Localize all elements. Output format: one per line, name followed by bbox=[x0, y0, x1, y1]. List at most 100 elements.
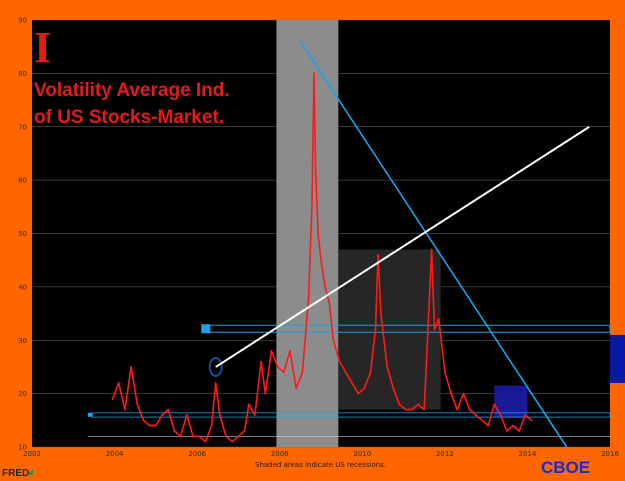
series-point bbox=[111, 398, 114, 400]
series-point bbox=[130, 366, 132, 368]
series-point bbox=[198, 435, 201, 438]
series-point bbox=[369, 371, 372, 374]
annotation-title-line2: of US Stocks-Market. bbox=[34, 107, 224, 128]
series-point bbox=[264, 392, 267, 395]
series-point bbox=[328, 301, 331, 304]
series-point bbox=[456, 408, 459, 411]
series-point bbox=[161, 414, 163, 416]
tick-labels: 10 20 30 40 50 60 70 80 90 2002 2004 2006 2008 2010 20… bbox=[18, 17, 619, 459]
series-point bbox=[487, 424, 490, 427]
series-point bbox=[231, 440, 234, 443]
series-point bbox=[311, 205, 313, 208]
series-point bbox=[179, 435, 182, 438]
white-trend-line bbox=[215, 125, 590, 368]
recession-footnote: Shaded areas indicate US recessions. bbox=[255, 461, 386, 469]
circle-marker bbox=[208, 356, 223, 377]
x-tick-label: 2008 bbox=[271, 450, 289, 458]
series-point bbox=[307, 296, 310, 299]
annotation-source: CBOE bbox=[541, 458, 590, 477]
y-tick-label: 30 bbox=[18, 337, 27, 345]
x-tick-label: 2012 bbox=[436, 450, 454, 458]
series-point bbox=[123, 408, 126, 411]
series-point bbox=[314, 168, 317, 171]
series-point bbox=[117, 382, 120, 384]
recession-band bbox=[276, 20, 339, 447]
y-tick-label: 50 bbox=[18, 230, 27, 238]
series-point bbox=[142, 419, 145, 422]
series-point bbox=[363, 387, 366, 390]
series-point bbox=[357, 392, 360, 395]
series-point bbox=[433, 328, 436, 331]
series-point bbox=[185, 414, 188, 416]
series-point bbox=[243, 430, 246, 432]
series-point bbox=[428, 301, 431, 304]
series-point bbox=[218, 414, 221, 416]
x-tick-label: 2002 bbox=[23, 450, 41, 458]
y-tick-label: 80 bbox=[18, 70, 27, 78]
x-tick-label: 2006 bbox=[188, 450, 206, 458]
fred-logo-icon bbox=[27, 469, 33, 475]
series-point bbox=[173, 430, 176, 432]
series-point bbox=[204, 440, 207, 443]
series-point bbox=[417, 403, 419, 406]
series-point bbox=[270, 350, 273, 352]
series-point bbox=[386, 366, 388, 368]
series-point bbox=[344, 371, 347, 374]
x-tick-label: 2004 bbox=[106, 450, 124, 458]
series-point bbox=[225, 435, 227, 438]
series-point bbox=[260, 360, 263, 363]
series-point bbox=[379, 312, 382, 315]
series-point bbox=[524, 414, 527, 416]
y-tick-label: 10 bbox=[18, 444, 27, 452]
y-tick-label: 70 bbox=[18, 123, 27, 131]
series-point bbox=[317, 232, 320, 235]
level-band-32-marker bbox=[201, 324, 211, 334]
annotation-title-line1: Volatility Average Ind. bbox=[34, 80, 230, 101]
series-point bbox=[443, 371, 446, 374]
y-tick-label: 60 bbox=[18, 177, 27, 185]
series-point bbox=[468, 408, 471, 411]
series-point bbox=[430, 248, 433, 251]
blue-trend-line bbox=[299, 40, 568, 448]
outer-navy-block bbox=[610, 334, 625, 383]
level-band-16-marker bbox=[87, 412, 93, 417]
series-point bbox=[154, 424, 157, 427]
series-layer bbox=[111, 72, 533, 443]
series-point bbox=[410, 408, 413, 411]
series-point bbox=[505, 430, 508, 432]
series-point bbox=[423, 408, 426, 411]
series-point bbox=[247, 403, 250, 406]
x-tick-label: 2016 bbox=[601, 450, 619, 458]
series-point bbox=[332, 339, 335, 342]
series-point bbox=[214, 382, 217, 384]
annotation-mark: I bbox=[34, 23, 51, 72]
series-point bbox=[474, 414, 477, 416]
series-point bbox=[518, 430, 521, 432]
series-point bbox=[324, 285, 327, 288]
series-point bbox=[313, 72, 315, 75]
series-point bbox=[530, 419, 533, 422]
series-point bbox=[512, 424, 514, 427]
series-point bbox=[404, 408, 407, 411]
series-point bbox=[167, 408, 170, 411]
series-point bbox=[148, 424, 151, 427]
series-point bbox=[320, 259, 322, 262]
x-tick-label: 2014 bbox=[519, 450, 537, 458]
series-point bbox=[289, 350, 291, 352]
series-point bbox=[351, 382, 353, 384]
series-point bbox=[282, 371, 285, 374]
series-point bbox=[437, 318, 440, 320]
y-tick-label: 40 bbox=[18, 283, 27, 291]
y-tick-label: 20 bbox=[18, 390, 27, 398]
fred-logo: FRED bbox=[2, 468, 29, 479]
series-point bbox=[462, 392, 465, 395]
series-point bbox=[481, 419, 483, 422]
series-point bbox=[136, 403, 139, 406]
series-point bbox=[254, 414, 256, 416]
series-point bbox=[301, 371, 304, 374]
series-point bbox=[237, 435, 240, 438]
series-point bbox=[338, 360, 341, 363]
series-point bbox=[392, 387, 395, 390]
